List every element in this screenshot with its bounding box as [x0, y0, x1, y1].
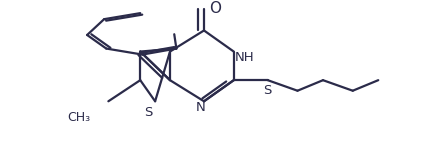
Text: S: S: [264, 84, 272, 97]
Text: S: S: [144, 106, 153, 119]
Text: N: N: [196, 101, 206, 114]
Text: O: O: [210, 1, 221, 16]
Text: NH: NH: [235, 51, 254, 64]
Text: CH₃: CH₃: [67, 111, 90, 124]
